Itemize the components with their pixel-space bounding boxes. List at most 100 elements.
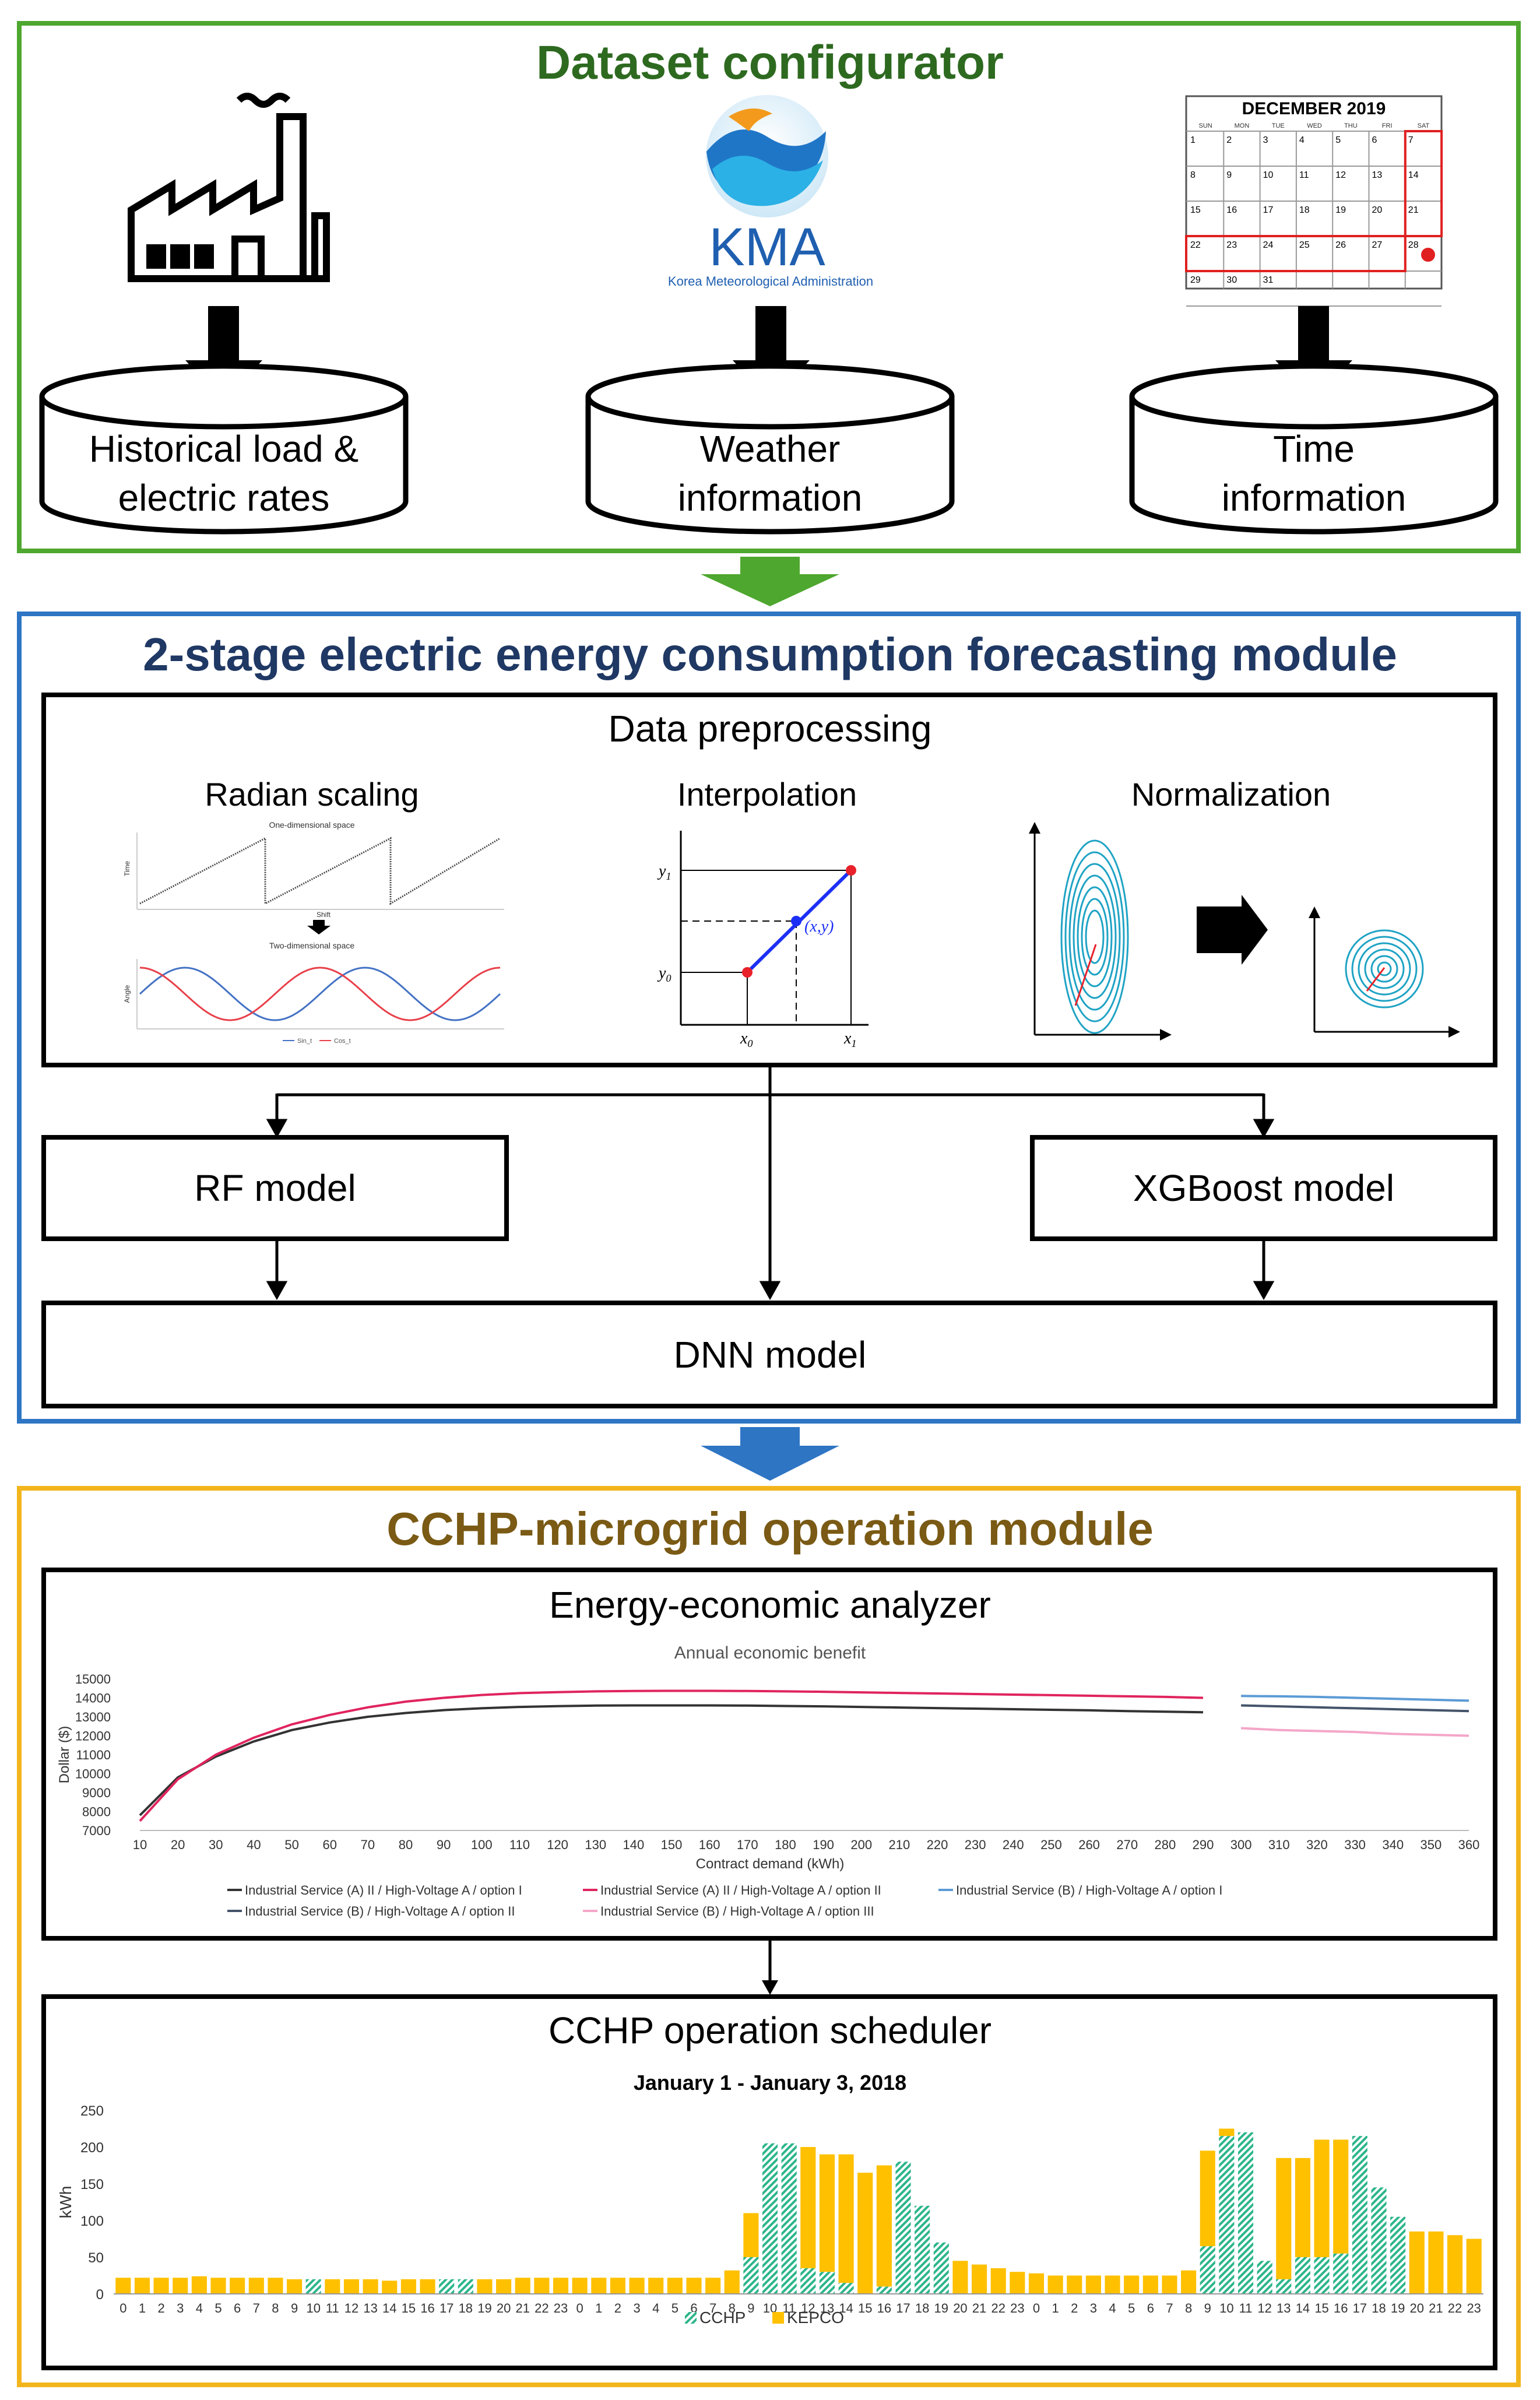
calendar-marker: [1421, 248, 1435, 262]
radian-legend1: Sin_t: [297, 1038, 312, 1045]
bar-cchp: [1200, 2246, 1215, 2294]
bar-chart-xtick: 1: [139, 2301, 146, 2315]
bar-cchp: [933, 2242, 949, 2294]
calendar-day-header: SUN: [1199, 122, 1212, 129]
line-chart-xtick: 250: [1040, 1837, 1062, 1852]
bar-kepco: [1219, 2128, 1235, 2137]
bar-chart-ytick: 100: [80, 2213, 104, 2229]
bar-chart-xtick: 6: [234, 2301, 241, 2315]
line-chart-xtick: 240: [1003, 1837, 1024, 1852]
calendar-date: 6: [1372, 135, 1377, 145]
bar-chart-xtick: 20: [1410, 2301, 1424, 2315]
line-legend-label: Industrial Service (B) / High-Voltage A …: [600, 1904, 874, 1918]
bar-cchp: [458, 2279, 473, 2294]
line-chart-xtick: 330: [1344, 1837, 1366, 1852]
bar-chart-xtick: 11: [1239, 2301, 1253, 2315]
bar-kepco: [952, 2261, 968, 2294]
dnn-model-box: [41, 1301, 1497, 1408]
bar-kepco: [819, 2154, 835, 2272]
bar-chart-xtick: 6: [690, 2301, 697, 2315]
line-chart-xtick: 100: [471, 1837, 493, 1852]
bar-chart-xtick: 5: [1128, 2301, 1135, 2315]
bar-kepco: [1085, 2275, 1101, 2294]
bar-chart-xtick: 21: [515, 2301, 529, 2315]
bar-chart-xtick: 17: [440, 2301, 453, 2315]
bar-cchp: [305, 2279, 321, 2294]
line-chart-xtick: 10: [133, 1837, 147, 1852]
calendar-date: 1: [1190, 135, 1196, 145]
factory-icon: [128, 93, 330, 282]
bar-cchp: [838, 2283, 854, 2294]
bar-cchp: [1390, 2216, 1406, 2294]
bar-chart-xtick: 2: [157, 2301, 164, 2315]
bar-chart-xtick: 17: [896, 2301, 910, 2315]
bar-cchp: [915, 2205, 930, 2294]
line-chart-xtick: 280: [1154, 1837, 1176, 1852]
bar-chart-xtick: 17: [1353, 2301, 1367, 2315]
line-chart-xtick: 40: [247, 1837, 261, 1852]
line-chart-ylabel: Dollar ($): [57, 1726, 72, 1784]
calendar-date: 11: [1299, 170, 1309, 180]
svg-text:y1: y1: [657, 862, 671, 882]
interp-point-label: (x,y): [804, 918, 834, 936]
bar-kepco: [553, 2278, 569, 2294]
line-chart-xtick: 320: [1306, 1837, 1328, 1852]
rf-model-box: [41, 1135, 509, 1241]
database-historical-load: Historical load & electric rates: [39, 363, 409, 535]
line-chart-ytick: 13000: [75, 1710, 111, 1724]
bar-kepco: [857, 2173, 873, 2294]
interp-x0-sub: 0: [747, 1038, 753, 1049]
calendar-date: 4: [1299, 135, 1305, 145]
bar-kepco: [230, 2278, 245, 2294]
line-chart-xtick: 160: [699, 1837, 720, 1852]
bar-kepco: [515, 2278, 530, 2294]
contour-circle: [1364, 948, 1405, 989]
bar-chart-xtick: 14: [839, 2301, 853, 2315]
bar-chart-xtick: 16: [420, 2301, 434, 2315]
bar-cchp: [876, 2286, 892, 2294]
database-weather: Weather information: [585, 363, 955, 535]
bar-kepco: [629, 2278, 645, 2294]
bar-chart-xtick: 21: [972, 2301, 986, 2315]
bar-chart-xtick: 4: [652, 2301, 659, 2315]
bar-chart-xtick: 2: [1071, 2301, 1078, 2315]
bar-cchp: [1219, 2136, 1235, 2294]
data-preprocessing-title: Data preprocessing: [609, 708, 932, 750]
dnn-model-label: DNN model: [674, 1334, 867, 1376]
bar-chart-xtick: 9: [291, 2301, 298, 2315]
bar-kepco: [1105, 2275, 1120, 2294]
line-chart-ytick: 7000: [82, 1823, 111, 1838]
calendar-date: 3: [1263, 135, 1268, 145]
calendar-date: 2: [1226, 135, 1232, 145]
bar-chart-ytick: 250: [80, 2103, 104, 2119]
dataset-configurator-frame: [17, 21, 1521, 553]
bar-chart-xtick: 10: [306, 2301, 320, 2315]
bar-chart-xtick: 21: [1429, 2301, 1443, 2315]
db-weather-line1: Weather: [700, 428, 841, 470]
bar-kepco: [134, 2278, 150, 2294]
bar-chart-xtick: 11: [326, 2301, 339, 2315]
line-chart-xtick: 170: [737, 1837, 758, 1852]
bar-chart-xtick: 5: [215, 2301, 221, 2315]
bar-chart-xtick: 8: [1185, 2301, 1192, 2315]
bar-chart-xtick: 0: [119, 2301, 126, 2315]
bar-kepco: [1428, 2231, 1444, 2294]
line-chart-xtick: 130: [585, 1837, 606, 1852]
bar-kepco: [153, 2278, 169, 2294]
bar-kepco: [268, 2278, 283, 2294]
contour-ellipse: [1068, 863, 1121, 1011]
calendar-date: 7: [1408, 135, 1414, 145]
line-chart-xtick: 310: [1268, 1837, 1290, 1852]
interp-y0-sub: 0: [666, 972, 671, 984]
bar-kepco: [1047, 2275, 1063, 2294]
bar-chart-ytick: 0: [96, 2287, 104, 2303]
db-historical-load-line1: Historical load &: [89, 428, 358, 470]
bar-chart-xtick: 3: [633, 2301, 640, 2315]
bar-kepco: [1028, 2273, 1045, 2294]
bar-kepco: [1276, 2157, 1292, 2279]
bar-chart-xtick: 13: [820, 2301, 834, 2315]
line-chart-xtick: 70: [361, 1837, 375, 1852]
bar-kepco: [210, 2278, 226, 2294]
interp-x0: x: [740, 1029, 748, 1048]
